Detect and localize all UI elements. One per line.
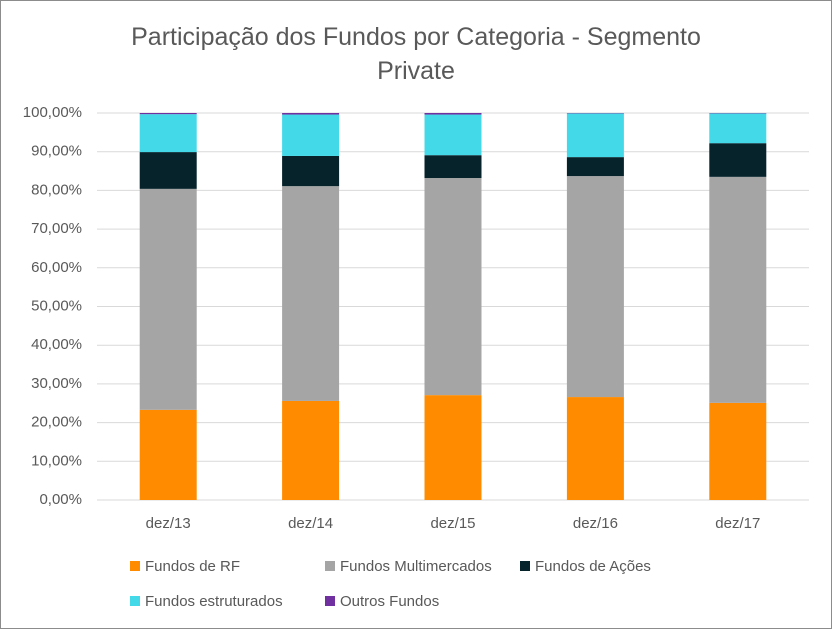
bar-segment [424,178,482,396]
bar-segment [282,113,340,115]
bar-segment [709,143,767,177]
legend-swatch [130,561,140,571]
y-tick-label: 30,00% [31,375,82,392]
x-tick-label: dez/16 [573,515,618,532]
bar-segment [566,176,624,398]
x-tick-label: dez/17 [715,515,760,532]
bar-segment [709,402,767,500]
bar-segment [139,409,197,500]
y-tick-label: 0,00% [39,491,82,508]
y-tick-label: 50,00% [31,297,82,314]
legend-label: Fundos Multimercados [340,558,492,575]
bar-segment [282,155,340,187]
bar-segment [139,113,197,115]
bar-segment [139,152,197,189]
bar-segment [282,114,340,156]
bar-segment [424,113,482,115]
bar-segment [566,397,624,500]
bar-segment [139,114,197,153]
bar-segment [139,188,197,410]
y-tick-label: 10,00% [31,452,82,469]
bar-segment [566,113,624,158]
y-tick-label: 70,00% [31,220,82,237]
chart-title: Participação dos Fundos por Categoria - … [131,23,701,85]
legend-label: Fundos de Ações [535,558,651,575]
legend-swatch [520,561,530,571]
legend-label: Fundos de RF [145,558,240,575]
bar-segment [282,400,340,500]
bar-segment [424,114,482,156]
bar-segment [424,395,482,500]
x-tick-label: dez/15 [430,515,475,532]
legend-label: Outros Fundos [340,593,439,610]
bar-segment [709,176,767,403]
y-tick-label: 60,00% [31,259,82,276]
bar-segment [566,157,624,177]
legend-label: Fundos estruturados [145,593,283,610]
bar-segment [709,113,767,144]
y-tick-label: 90,00% [31,143,82,160]
y-tick-label: 20,00% [31,414,82,431]
y-tick-label: 80,00% [31,181,82,198]
legend-swatch [325,561,335,571]
y-tick-label: 100,00% [23,104,82,121]
bar-segment [282,186,340,401]
x-tick-label: dez/13 [146,515,191,532]
x-tick-label: dez/14 [288,515,333,532]
legend-swatch [130,596,140,606]
bar-segment [424,155,482,179]
legend-swatch [325,596,335,606]
y-tick-label: 40,00% [31,336,82,353]
